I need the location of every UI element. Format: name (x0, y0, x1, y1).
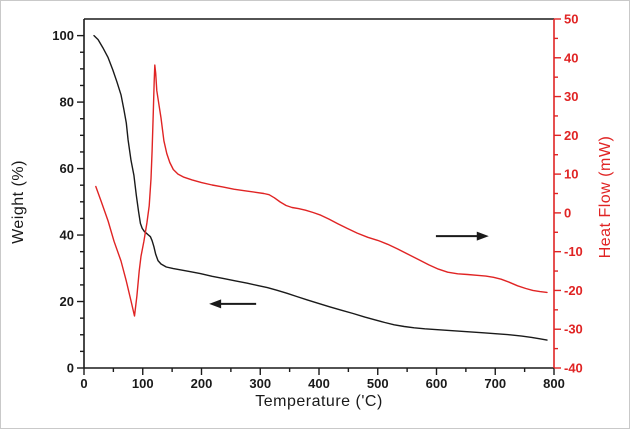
left-axis-tick-label: 60 (60, 161, 74, 176)
weight-curve-arrow-head (209, 299, 222, 309)
heat-flow-curve (95, 64, 548, 317)
left-axis-tick-label: 100 (52, 28, 74, 43)
x-axis-tick-label: 400 (308, 376, 330, 391)
right-axis-tick-label: -30 (564, 322, 583, 337)
left-axis-tick-label: 20 (60, 294, 74, 309)
left-axis-tick-label: 80 (60, 95, 74, 110)
weight-curve (93, 34, 548, 341)
right-axis-tick-label: 20 (564, 128, 578, 143)
x-axis-tick-label: 0 (80, 376, 87, 391)
x-axis-tick-label: 800 (543, 376, 565, 391)
right-axis-tick-label: -20 (564, 283, 583, 298)
x-axis-tick-label: 100 (132, 376, 154, 391)
right-axis-title: Heat Flow (mW) (597, 135, 614, 259)
x-axis-tick-label: 600 (426, 376, 448, 391)
x-axis-tick-label: 300 (249, 376, 271, 391)
x-axis-tick-label: 200 (191, 376, 213, 391)
right-axis-tick-label: -40 (564, 361, 583, 376)
right-axis-tick-label: 0 (564, 205, 571, 220)
right-axis-tick-label: 40 (564, 50, 578, 65)
right-axis-tick-label: 30 (564, 89, 578, 104)
right-axis-tick-label: -10 (564, 244, 583, 259)
right-axis-tick-label: 10 (564, 167, 578, 182)
x-axis-title: Temperature ('C) (255, 393, 383, 410)
x-axis-tick-label: 500 (367, 376, 389, 391)
left-axis-tick-label: 0 (67, 361, 74, 376)
x-axis-tick-label: 700 (484, 376, 506, 391)
left-axis-title: Weight (%) (10, 160, 27, 244)
heat-flow-curve-arrow-head (476, 231, 489, 241)
left-axis-tick-label: 40 (60, 228, 74, 243)
right-axis-tick-label: 50 (564, 12, 578, 27)
